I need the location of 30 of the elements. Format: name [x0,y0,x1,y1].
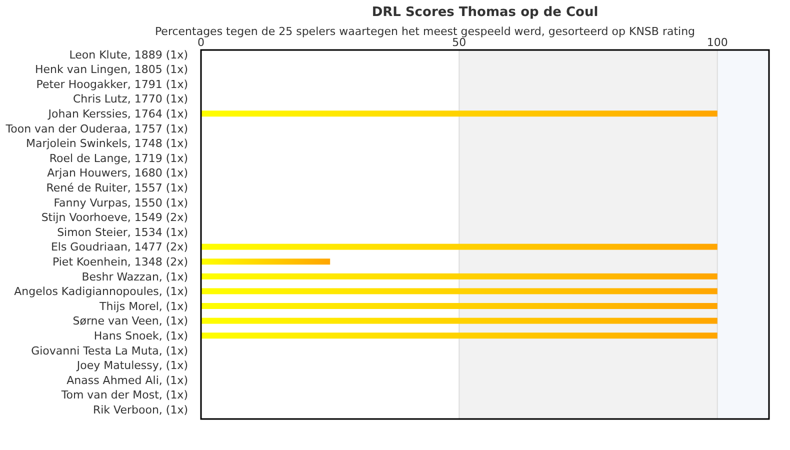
y-tick-label: Henk van Lingen, 1805 (1x) [34,63,188,76]
y-tick-label: Marjolein Swinkels, 1748 (1x) [26,137,188,150]
y-tick-label: Roel de Lange, 1719 (1x) [49,152,188,165]
y-tick-label: Fanny Vurpas, 1550 (1x) [54,196,188,210]
y-tick-label: Tom van der Most, (1x) [60,388,188,402]
y-tick-label: Anass Ahmed Ali, (1x) [66,374,188,387]
y-tick-label: Hans Snoek, (1x) [94,329,188,342]
y-tick-label: Peter Hoogakker, 1791 (1x) [36,78,188,91]
chart-title: DRL Scores Thomas op de Coul [372,5,598,20]
y-tick-label: Giovanni Testa La Muta, (1x) [31,344,188,358]
y-tick-label: Arjan Houwers, 1680 (1x) [47,166,188,180]
y-tick-label: Sørne van Veen, (1x) [72,314,188,328]
y-tick-label: Angelos Kadigiannopoules, (1x) [14,285,188,298]
y-tick-label: Leon Klute, 1889 (1x) [69,48,188,62]
y-tick-label: Simon Steier, 1534 (1x) [57,226,188,239]
x-tick-label: 100 [706,36,728,49]
y-tick-label: Els Goudriaan, 1477 (2x) [50,240,188,254]
chart-subtitle: Percentages tegen de 25 spelers waartegen het meest gespeeld werd, gesorteerd op KNSB rating [154,25,696,38]
y-tick-label: Piet Koenhein, 1348 (2x) [52,255,188,268]
x-tick-label: 0 [198,36,204,49]
y-tick-label: Chris Lutz, 1770 (1x) [72,92,188,106]
x-tick-label: 50 [452,36,466,49]
y-tick-label: Thijs Morel, (1x) [98,300,188,313]
y-tick-label: Toon van der Ouderaa, 1757 (1x) [4,122,188,136]
y-tick-label: Rik Verboon, (1x) [92,403,188,416]
y-tick-label: René de Ruiter, 1557 (1x) [46,181,188,194]
y-tick-label: Stijn Voorhoeve, 1549 (2x) [41,211,188,224]
y-tick-label: Beshr Wazzan, (1x) [82,270,188,284]
y-tick-label: Joey Matulessy, (1x) [76,359,188,372]
y-tick-label: Johan Kerssies, 1764 (1x) [47,107,188,120]
